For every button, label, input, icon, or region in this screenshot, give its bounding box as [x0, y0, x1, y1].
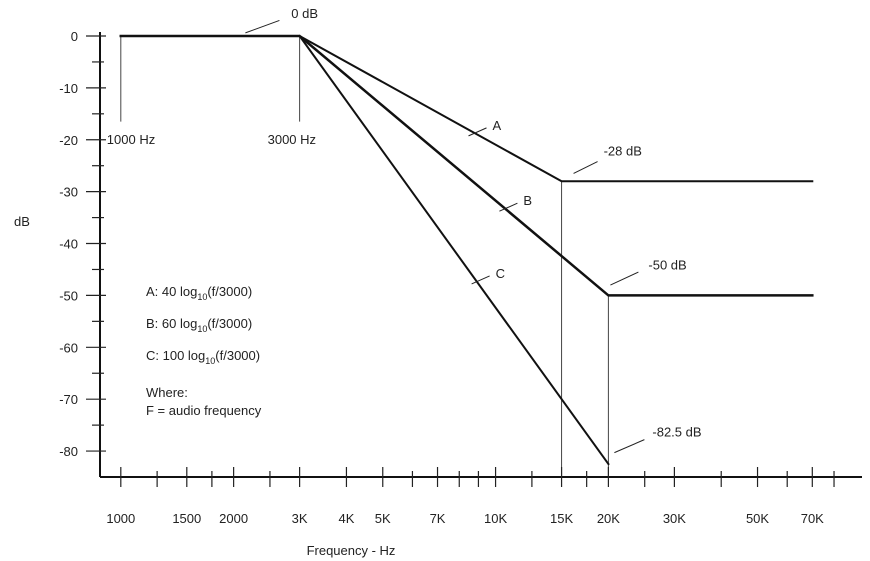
series-b-line	[119, 34, 814, 297]
x-tick-label: 30K	[663, 511, 686, 526]
annotation-label: 1000 Hz	[107, 132, 155, 147]
series-c-line	[298, 34, 610, 466]
x-tick-label: 2000	[219, 511, 248, 526]
axes-layer	[86, 32, 862, 487]
series-a-leader	[468, 127, 487, 137]
y-tick-label: -80	[59, 444, 78, 459]
annotation-leader	[614, 439, 645, 454]
x-tick-label: 7K	[430, 511, 446, 526]
y-axis-title: dB	[14, 214, 30, 229]
x-tick-label: 10K	[484, 511, 507, 526]
x-tick-label: 4K	[338, 511, 354, 526]
series-c-label: C	[496, 266, 505, 281]
y-tick-label: -20	[59, 133, 78, 148]
x-tick-label: 20K	[597, 511, 620, 526]
y-tick-label: -30	[59, 185, 78, 200]
series-b-leader	[499, 202, 518, 212]
annotation-leader	[245, 19, 280, 34]
annotation-label: 3000 Hz	[268, 132, 316, 147]
y-tick-label: -10	[59, 81, 78, 96]
x-tick-label: 5K	[375, 511, 391, 526]
series-b-label: B	[523, 193, 532, 208]
annotation-label: -28 dB	[604, 143, 642, 158]
series-a-label: A	[493, 118, 502, 133]
series-a-line	[119, 35, 814, 183]
x-tick-label: 1000	[106, 511, 135, 526]
x-tick-label: 3K	[292, 511, 308, 526]
x-tick-label: 50K	[746, 511, 769, 526]
annotation-label: -50 dB	[648, 257, 686, 272]
y-tick-label: -70	[59, 392, 78, 407]
legend-where-line: Where:	[146, 385, 188, 400]
y-tick-label: 0	[71, 29, 78, 44]
annotation-leader	[610, 271, 639, 286]
guide-lines-layer	[120, 36, 609, 477]
x-axis-title: Frequency - Hz	[307, 543, 396, 558]
series-layer	[119, 34, 814, 466]
annotation-label: -82.5 dB	[652, 424, 701, 439]
annotation-label: 0 dB	[291, 6, 318, 21]
x-tick-label: 15K	[550, 511, 573, 526]
y-tick-label: -40	[59, 237, 78, 252]
legend-formula-c: C: 100 log10(f/3000)	[146, 348, 260, 366]
labels-layer: 0 -10 -20 -30 -40 -50 -60 -70 -80 1000 1500 2000 3K 4…	[59, 6, 824, 526]
y-tick-label: -50	[59, 288, 78, 303]
legend-formula-a: A: 40 log10(f/3000)	[146, 284, 252, 302]
legend-where-line: F = audio frequency	[146, 403, 262, 418]
annotation-leader	[573, 161, 598, 174]
y-tick-label: -60	[59, 340, 78, 355]
series-c-leader	[471, 275, 490, 285]
x-tick-label: 70K	[801, 511, 824, 526]
legend-formula-b: B: 60 log10(f/3000)	[146, 316, 252, 334]
x-tick-label: 1500	[172, 511, 201, 526]
